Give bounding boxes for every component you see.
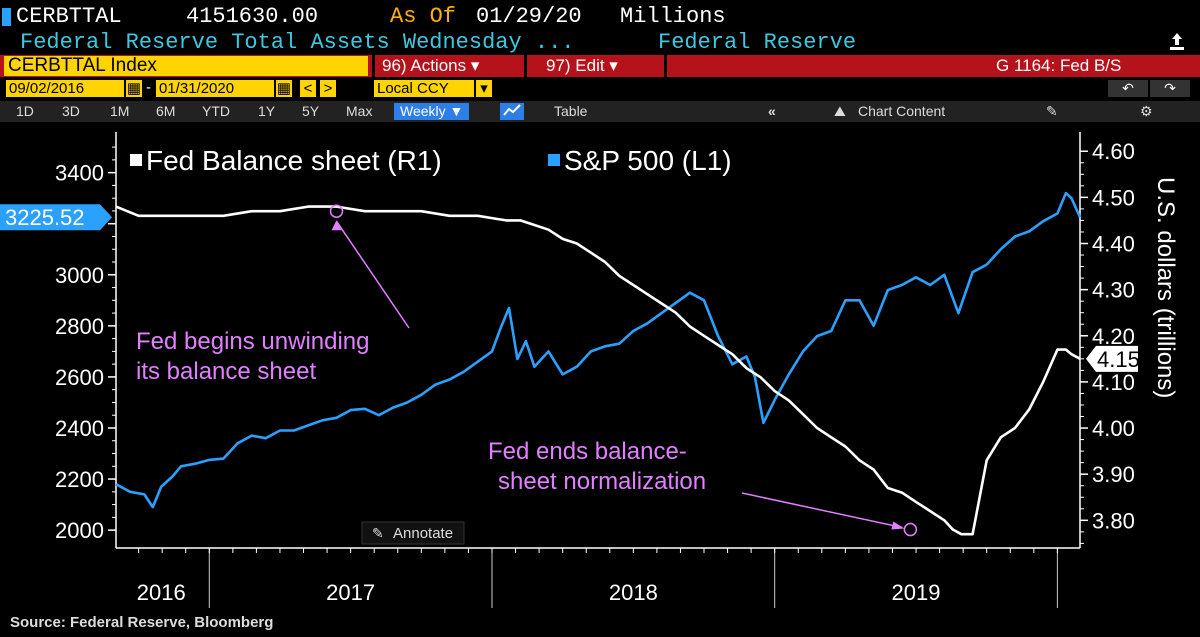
period-ytd[interactable]: YTD xyxy=(202,103,230,119)
annotation-text: its balance sheet xyxy=(136,358,316,385)
period-1d[interactable]: 1D xyxy=(16,103,34,119)
sp500-line xyxy=(115,191,1082,509)
redo-icon[interactable]: ↷ xyxy=(1150,80,1190,97)
chart-svg: 2000 2200 2400 2600 2800 3000 3400 3.80 3.90 4.00… xyxy=(0,132,1179,608)
right-tick-label: 4.10 xyxy=(1092,370,1135,395)
annotation-marker xyxy=(329,204,344,218)
left-tick-label: 2400 xyxy=(55,416,104,441)
calendar-icon[interactable]: ▦ xyxy=(126,80,142,97)
right-tick-label: 3.80 xyxy=(1092,508,1135,533)
period-5y[interactable]: 5Y xyxy=(302,103,320,119)
annotate-button xyxy=(361,521,465,545)
legend-swatch xyxy=(130,154,142,166)
legend-swatch xyxy=(548,154,560,166)
command-toolbar: CERBTTAL Index 96) Actions ▾ 97) Edit ▾ … xyxy=(0,55,1200,77)
toolbar-divider xyxy=(664,55,667,77)
source-name: Federal Reserve xyxy=(658,30,857,55)
left-last-value-tag xyxy=(0,204,112,231)
annotation-marker xyxy=(903,522,918,537)
left-tick-label: 2000 xyxy=(55,518,104,543)
annotation-arrowhead xyxy=(331,220,342,231)
annotation-text: Fed ends balance- xyxy=(488,438,687,465)
left-tick-label: 2200 xyxy=(55,467,104,492)
chart-content-button[interactable]: Chart Content xyxy=(858,103,946,119)
next-period-icon[interactable]: > xyxy=(320,80,336,97)
fed-balance-line xyxy=(115,205,1081,536)
period-1m[interactable]: 1M xyxy=(110,103,130,119)
chart-content-icon[interactable]: ⛰ xyxy=(834,103,846,119)
end-date-input[interactable]: 01/31/2020 xyxy=(156,80,274,97)
annotation-arrowhead xyxy=(891,521,905,530)
toolbar-divider xyxy=(524,55,527,77)
ticker-line: CERBTTAL 4151630.00 As Of 01/29/20 Milli… xyxy=(0,2,1200,30)
right-tick-label: 4.40 xyxy=(1092,232,1135,257)
annotation-text: Fed begins unwinding xyxy=(136,328,370,355)
ticker-marker xyxy=(2,8,11,26)
right-tick-label: 4.60 xyxy=(1092,139,1135,164)
right-last-value-tag xyxy=(1086,345,1138,372)
right-tick-label: 4.00 xyxy=(1092,416,1135,441)
footer-bar xyxy=(0,610,1200,637)
right-last-value: 4.15 xyxy=(1097,347,1140,372)
left-tick-label: 2800 xyxy=(55,314,104,339)
source-note: Source: Federal Reserve, Bloomberg xyxy=(10,614,274,631)
prev-period-icon[interactable]: < xyxy=(300,80,316,97)
left-last-value: 3225.52 xyxy=(5,205,85,230)
year-label: 2016 xyxy=(137,580,186,605)
edit-chart-icon[interactable]: ✎ xyxy=(1046,103,1058,119)
toolbar-divider xyxy=(372,55,375,77)
annotation-text: sheet normalization xyxy=(498,468,706,495)
right-axis-title: U.S. dollars (trillions) xyxy=(1152,177,1179,398)
period-bar: 1D 3D 1M 6M YTD 1Y 5Y Max Weekly ▼ Table… xyxy=(0,101,1200,122)
year-label: 2018 xyxy=(609,580,658,605)
as-of-label: As Of xyxy=(390,4,457,29)
period-max[interactable]: Max xyxy=(346,103,373,119)
right-tick-label: 4.50 xyxy=(1092,185,1135,210)
legend-label: Fed Balance sheet (R1) xyxy=(146,145,442,176)
line-chart-icon[interactable] xyxy=(500,103,524,120)
start-date-input[interactable]: 09/02/2016 xyxy=(6,80,124,97)
frequency-select[interactable]: Weekly ▼ xyxy=(394,103,470,120)
export-icon[interactable] xyxy=(1168,32,1188,52)
chart-area: 2000 2200 2400 2600 2800 3000 3400 3.80 3.90 4.00… xyxy=(0,122,1200,610)
left-tick-label: 2600 xyxy=(55,365,104,390)
table-button[interactable]: Table xyxy=(554,103,588,119)
year-label: 2019 xyxy=(892,580,941,605)
year-label: 2017 xyxy=(326,580,375,605)
calendar-icon[interactable]: ▦ xyxy=(276,80,292,97)
date-dash: - xyxy=(146,79,151,96)
annotate-label: Annotate xyxy=(393,525,453,542)
actions-menu[interactable]: 96) Actions ▾ xyxy=(382,56,480,75)
period-3d[interactable]: 3D xyxy=(62,103,80,119)
last-value: 4151630.00 xyxy=(186,4,319,29)
annotation-arrow xyxy=(741,492,903,529)
legend-label: S&P 500 (L1) xyxy=(564,145,732,176)
right-tick-label: 4.20 xyxy=(1092,324,1135,349)
undo-icon[interactable]: ↶ xyxy=(1108,80,1148,97)
left-tick-label: 3000 xyxy=(55,263,104,288)
right-tick-label: 3.90 xyxy=(1092,462,1135,487)
left-tick-label: 3400 xyxy=(55,161,104,186)
chevron-down-icon[interactable]: ▾ xyxy=(476,80,492,97)
collapse-icon[interactable]: « xyxy=(768,103,776,119)
annotation-arrow xyxy=(335,220,410,329)
gear-icon[interactable]: ⚙ xyxy=(1140,103,1153,119)
security-field[interactable]: CERBTTAL Index xyxy=(4,56,368,76)
currency-select[interactable]: Local CCY xyxy=(374,80,474,97)
date-range-bar: 09/02/2016 ▦ - 01/31/2020 ▦ < > Local CC… xyxy=(0,79,1200,98)
page-code: G 1164: Fed B/S xyxy=(996,56,1122,75)
as-of-date: 01/29/20 xyxy=(476,4,582,29)
ticker: CERBTTAL xyxy=(16,4,122,29)
right-tick-label: 4.30 xyxy=(1092,278,1135,303)
description-line: Federal Reserve Total Assets Wednesday .… xyxy=(0,30,1200,55)
annotate-icon: ✎ xyxy=(372,525,384,541)
series-description: Federal Reserve Total Assets Wednesday .… xyxy=(20,30,575,55)
units: Millions xyxy=(620,4,726,29)
edit-menu[interactable]: 97) Edit ▾ xyxy=(546,56,618,75)
period-6m[interactable]: 6M xyxy=(156,103,176,119)
period-1y[interactable]: 1Y xyxy=(258,103,276,119)
